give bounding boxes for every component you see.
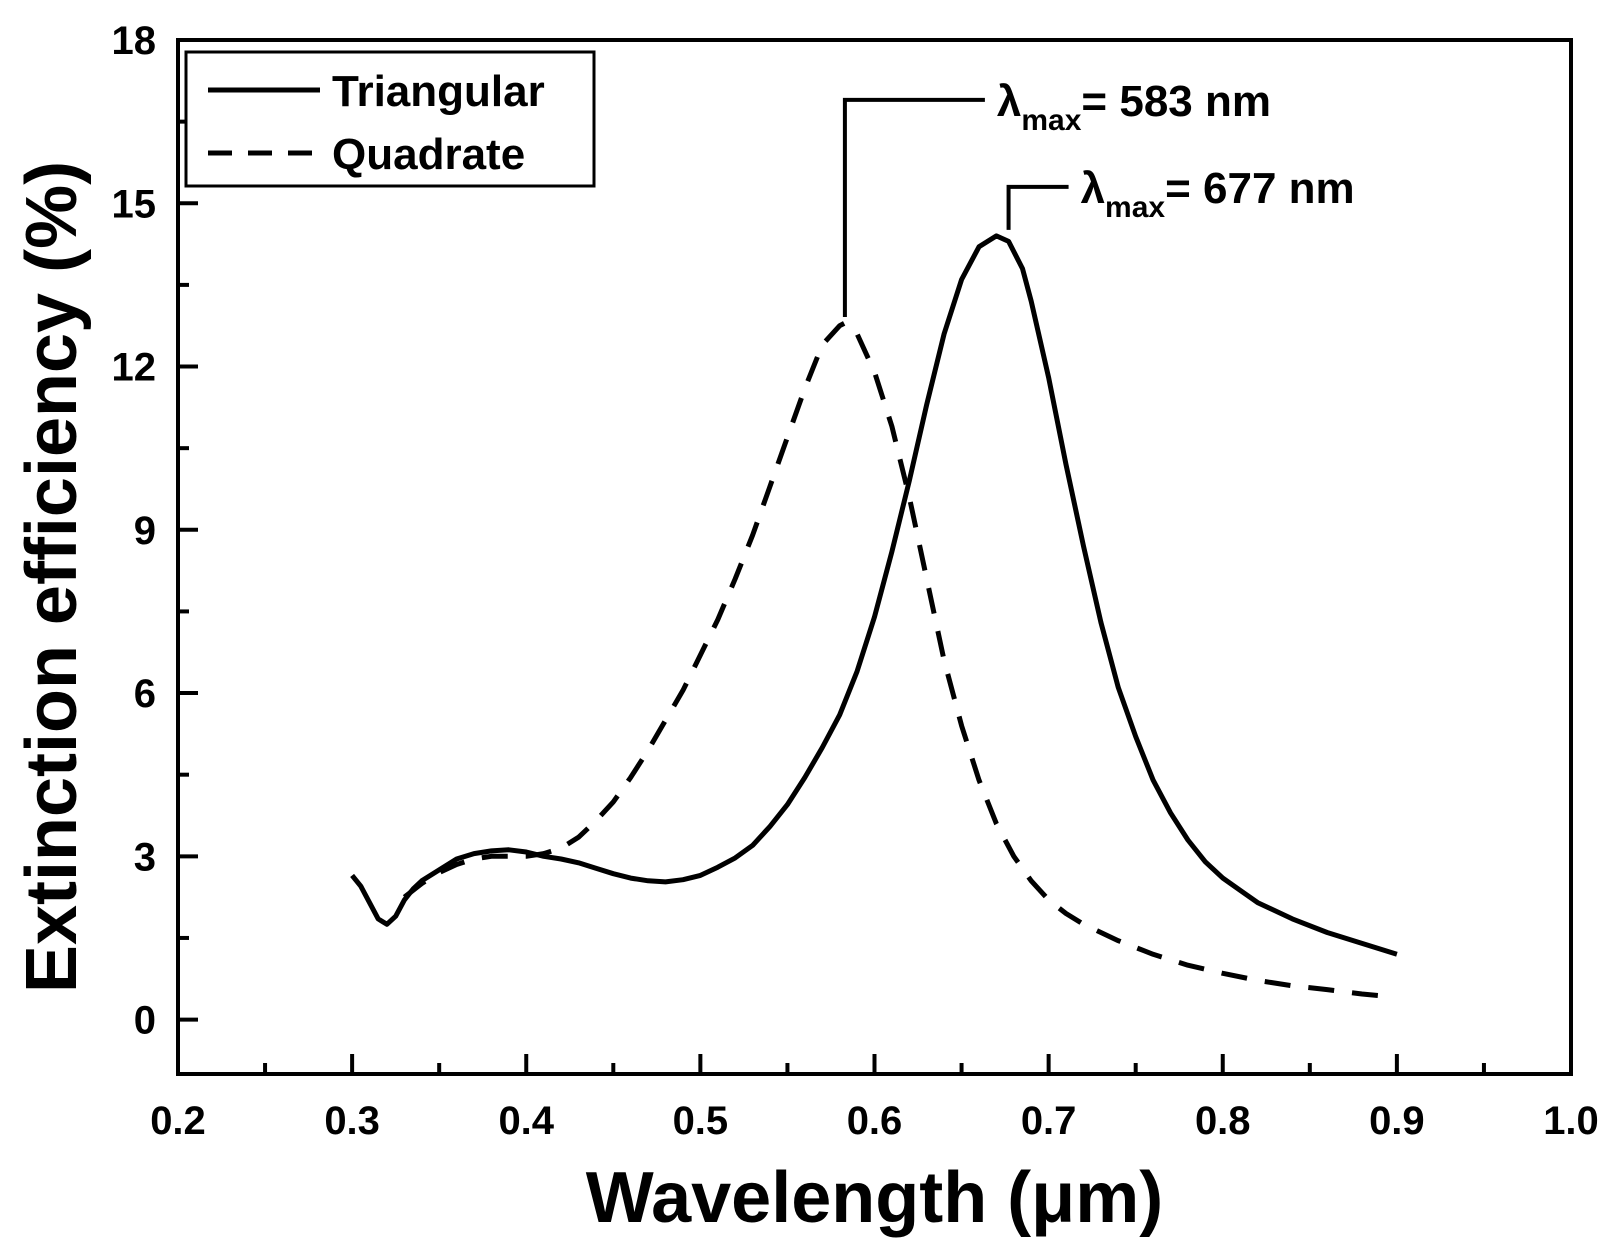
x-tick-label: 0.2 <box>150 1099 206 1143</box>
y-tick-label: 0 <box>134 999 156 1043</box>
x-tick-label: 0.9 <box>1369 1099 1425 1143</box>
x-tick-label: 0.3 <box>324 1099 380 1143</box>
x-axis-ticks: 0.2 0.3 0.4 0.5 0.6 0.7 0.8 0.9 1.0 <box>150 1054 1599 1143</box>
y-tick-label: 9 <box>134 509 156 553</box>
legend-label-triangular: Triangular <box>332 67 545 116</box>
plot-frame <box>176 38 1573 1076</box>
x-tick-label: 0.5 <box>673 1099 729 1143</box>
series-layer <box>350 233 1398 999</box>
peak-label-quadrate: λmax= 583 nm <box>997 77 1271 137</box>
x-axis-title: Wavelength (μm) <box>586 1158 1163 1238</box>
y-axis-title: Extinction efficiency (%) <box>12 161 92 993</box>
legend-label-quadrate: Quadrate <box>332 130 525 179</box>
y-tick-label: 6 <box>134 672 156 716</box>
x-tick-label: 0.8 <box>1195 1099 1251 1143</box>
y-axis-ticks: 0 3 6 9 12 15 18 <box>112 19 198 1043</box>
x-tick-label: 0.4 <box>498 1099 554 1143</box>
peak-leader-line <box>842 97 985 317</box>
legend-box <box>184 50 596 188</box>
x-tick-label: 0.6 <box>847 1099 903 1143</box>
series-line-triangular <box>350 233 1398 957</box>
series-line-quadrate <box>402 320 1380 999</box>
y-tick-label: 18 <box>112 19 157 63</box>
annotation-layer: λmax= 583 nm λmax= 677 nm <box>842 77 1355 317</box>
peak-label-triangular: λmax= 677 nm <box>1081 164 1355 224</box>
plot-border <box>176 38 1573 1076</box>
x-tick-label: 0.7 <box>1021 1099 1077 1143</box>
x-tick-label: 1.0 <box>1543 1099 1599 1143</box>
y-tick-label: 15 <box>112 182 157 226</box>
peak-leader-line <box>1006 184 1069 230</box>
y-tick-label: 12 <box>112 346 157 390</box>
y-tick-label: 3 <box>134 835 156 879</box>
legend: Triangular Quadrate <box>184 50 596 188</box>
